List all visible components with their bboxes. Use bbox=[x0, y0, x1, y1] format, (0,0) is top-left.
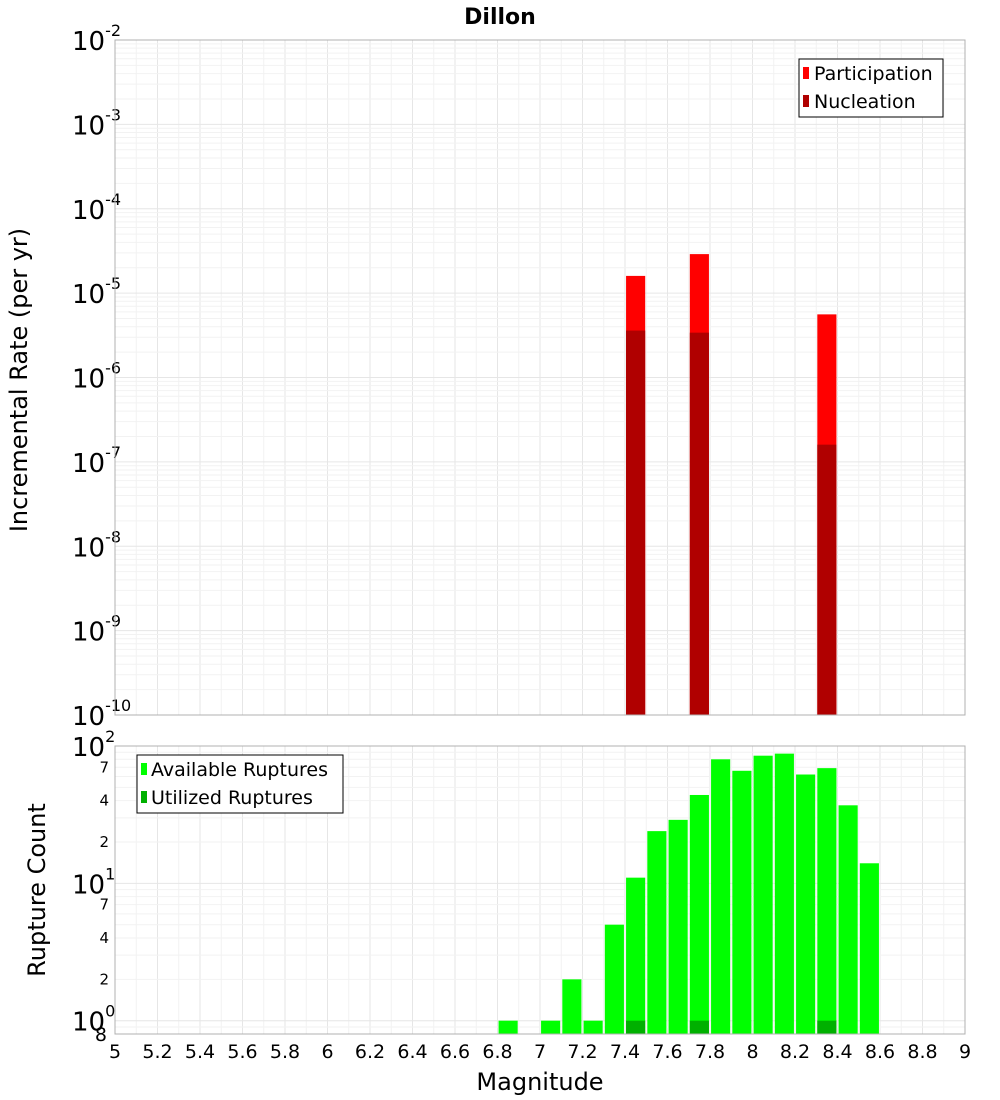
bottom-legend-box bbox=[136, 754, 344, 814]
x-tick-label: 9 bbox=[959, 1041, 971, 1063]
top-legend: Participation Nucleation bbox=[798, 58, 944, 118]
x-tick-label: 6.8 bbox=[482, 1041, 512, 1063]
available-ruptures-bar bbox=[647, 831, 667, 1034]
top-y-tick-label: 10-6 bbox=[72, 359, 121, 395]
x-tick-label: 8.8 bbox=[907, 1041, 937, 1063]
available-ruptures-bar bbox=[796, 774, 816, 1034]
legend-available-ruptures-label: Available Ruptures bbox=[151, 759, 328, 781]
top-y-axis-ticks: 10-10 10-9 10-8 10-7 10-6 10-5 10-4 10-3 10-2 bbox=[72, 21, 131, 732]
bottom-y-major-tick-label: 102 bbox=[72, 727, 115, 763]
utilized-ruptures-bar bbox=[817, 1020, 837, 1034]
available-ruptures-bar bbox=[774, 753, 794, 1034]
bottom-y-minor-tick-label: 7 bbox=[99, 758, 109, 776]
top-plot-frame bbox=[114, 39, 966, 716]
available-ruptures-bar bbox=[541, 1020, 561, 1034]
top-y-tick-label: 10-3 bbox=[72, 105, 121, 141]
x-tick-label: 6.2 bbox=[355, 1041, 385, 1063]
top-plot-gridlines bbox=[114, 40, 966, 716]
legend-utilized-ruptures-label: Utilized Ruptures bbox=[151, 787, 313, 809]
chart-title: Dillon bbox=[464, 5, 536, 30]
top-y-tick-label: 10-2 bbox=[72, 21, 121, 57]
legend-participation-label: Participation bbox=[814, 63, 933, 85]
nucleation-bar bbox=[689, 332, 709, 715]
x-tick-label: 5.8 bbox=[270, 1041, 300, 1063]
available-ruptures-bar bbox=[668, 819, 688, 1034]
bottom-y-axis-ticks: 100 101 102 8 2 4 7 2 4 7 bbox=[72, 727, 115, 1046]
bottom-y-minor-tick-label: 2 bbox=[99, 970, 109, 988]
available-ruptures-bar bbox=[753, 755, 773, 1034]
x-axis-label: Magnitude bbox=[476, 1068, 603, 1096]
x-tick-label: 5.6 bbox=[227, 1041, 257, 1063]
x-axis-ticks: 5 5.2 5.4 5.6 5.8 6 6.2 6.4 6.6 6.8 7 7.2 7.4 7.6 7.8 8… bbox=[109, 1041, 971, 1063]
top-y-tick-label: 10-7 bbox=[72, 443, 121, 479]
top-y-tick-label: 10-9 bbox=[72, 612, 121, 648]
available-ruptures-bar bbox=[859, 863, 879, 1034]
available-ruptures-bar bbox=[604, 924, 624, 1034]
available-ruptures-bar bbox=[689, 794, 709, 1034]
bottom-legend: Available Ruptures Utilized Ruptures bbox=[136, 754, 344, 814]
nucleation-bar bbox=[626, 330, 646, 715]
available-ruptures-bar bbox=[711, 759, 731, 1034]
x-tick-label: 6.6 bbox=[440, 1041, 470, 1063]
bottom-plot-bars bbox=[498, 753, 879, 1034]
bottom-y-minor-tick-label: 2 bbox=[99, 833, 109, 851]
utilized-ruptures-bar bbox=[689, 1020, 709, 1034]
top-y-axis-label: Incremental Rate (per yr) bbox=[5, 228, 33, 532]
bottom-y-major-tick-label: 100 bbox=[72, 1002, 115, 1038]
bottom-y-axis-label: Rupture Count bbox=[23, 803, 51, 977]
x-tick-label: 5.4 bbox=[185, 1041, 215, 1063]
available-ruptures-bar bbox=[562, 979, 582, 1034]
available-ruptures-bar bbox=[498, 1020, 518, 1034]
x-tick-label: 7.8 bbox=[695, 1041, 725, 1063]
bottom-y-minor-tick-label: 4 bbox=[99, 929, 109, 947]
x-tick-label: 7.4 bbox=[610, 1041, 640, 1063]
available-ruptures-bar bbox=[838, 805, 858, 1034]
available-ruptures-bar bbox=[817, 768, 837, 1034]
bottom-y-minor-tick-label: 4 bbox=[99, 792, 109, 810]
bottom-plot-frame bbox=[114, 745, 966, 1035]
x-tick-label: 8 bbox=[746, 1041, 758, 1063]
x-tick-label: 8.2 bbox=[780, 1041, 810, 1063]
top-y-tick-label: 10-4 bbox=[72, 190, 121, 226]
legend-nucleation-swatch bbox=[803, 95, 809, 107]
available-ruptures-bar bbox=[732, 770, 752, 1034]
top-plot-bars bbox=[626, 254, 837, 715]
top-y-tick-label: 10-5 bbox=[72, 274, 121, 310]
bottom-y-major-tick-label: 101 bbox=[72, 864, 115, 900]
x-tick-label: 7.6 bbox=[652, 1041, 682, 1063]
x-tick-label: 6 bbox=[321, 1041, 333, 1063]
legend-utilized-ruptures-swatch bbox=[141, 791, 147, 803]
x-tick-label: 8.4 bbox=[822, 1041, 852, 1063]
bottom-y-minor-tick-label: 8 bbox=[95, 1024, 107, 1046]
nucleation-bar bbox=[817, 444, 837, 715]
x-tick-label: 7.2 bbox=[567, 1041, 597, 1063]
x-tick-label: 8.6 bbox=[865, 1041, 895, 1063]
x-tick-label: 5.2 bbox=[142, 1041, 172, 1063]
legend-nucleation-label: Nucleation bbox=[814, 91, 916, 113]
top-y-tick-label: 10-10 bbox=[72, 696, 131, 732]
top-y-tick-label: 10-8 bbox=[72, 527, 121, 563]
top-legend-box bbox=[798, 58, 944, 118]
available-ruptures-bar bbox=[626, 877, 646, 1034]
legend-available-ruptures-swatch bbox=[141, 763, 147, 775]
x-tick-label: 6.4 bbox=[397, 1041, 427, 1063]
available-ruptures-bar bbox=[583, 1020, 603, 1034]
x-tick-label: 7 bbox=[534, 1041, 546, 1063]
legend-participation-swatch bbox=[803, 67, 809, 79]
bottom-y-minor-tick-label: 7 bbox=[99, 896, 109, 914]
utilized-ruptures-bar bbox=[626, 1020, 646, 1034]
x-tick-label: 5 bbox=[109, 1041, 121, 1063]
